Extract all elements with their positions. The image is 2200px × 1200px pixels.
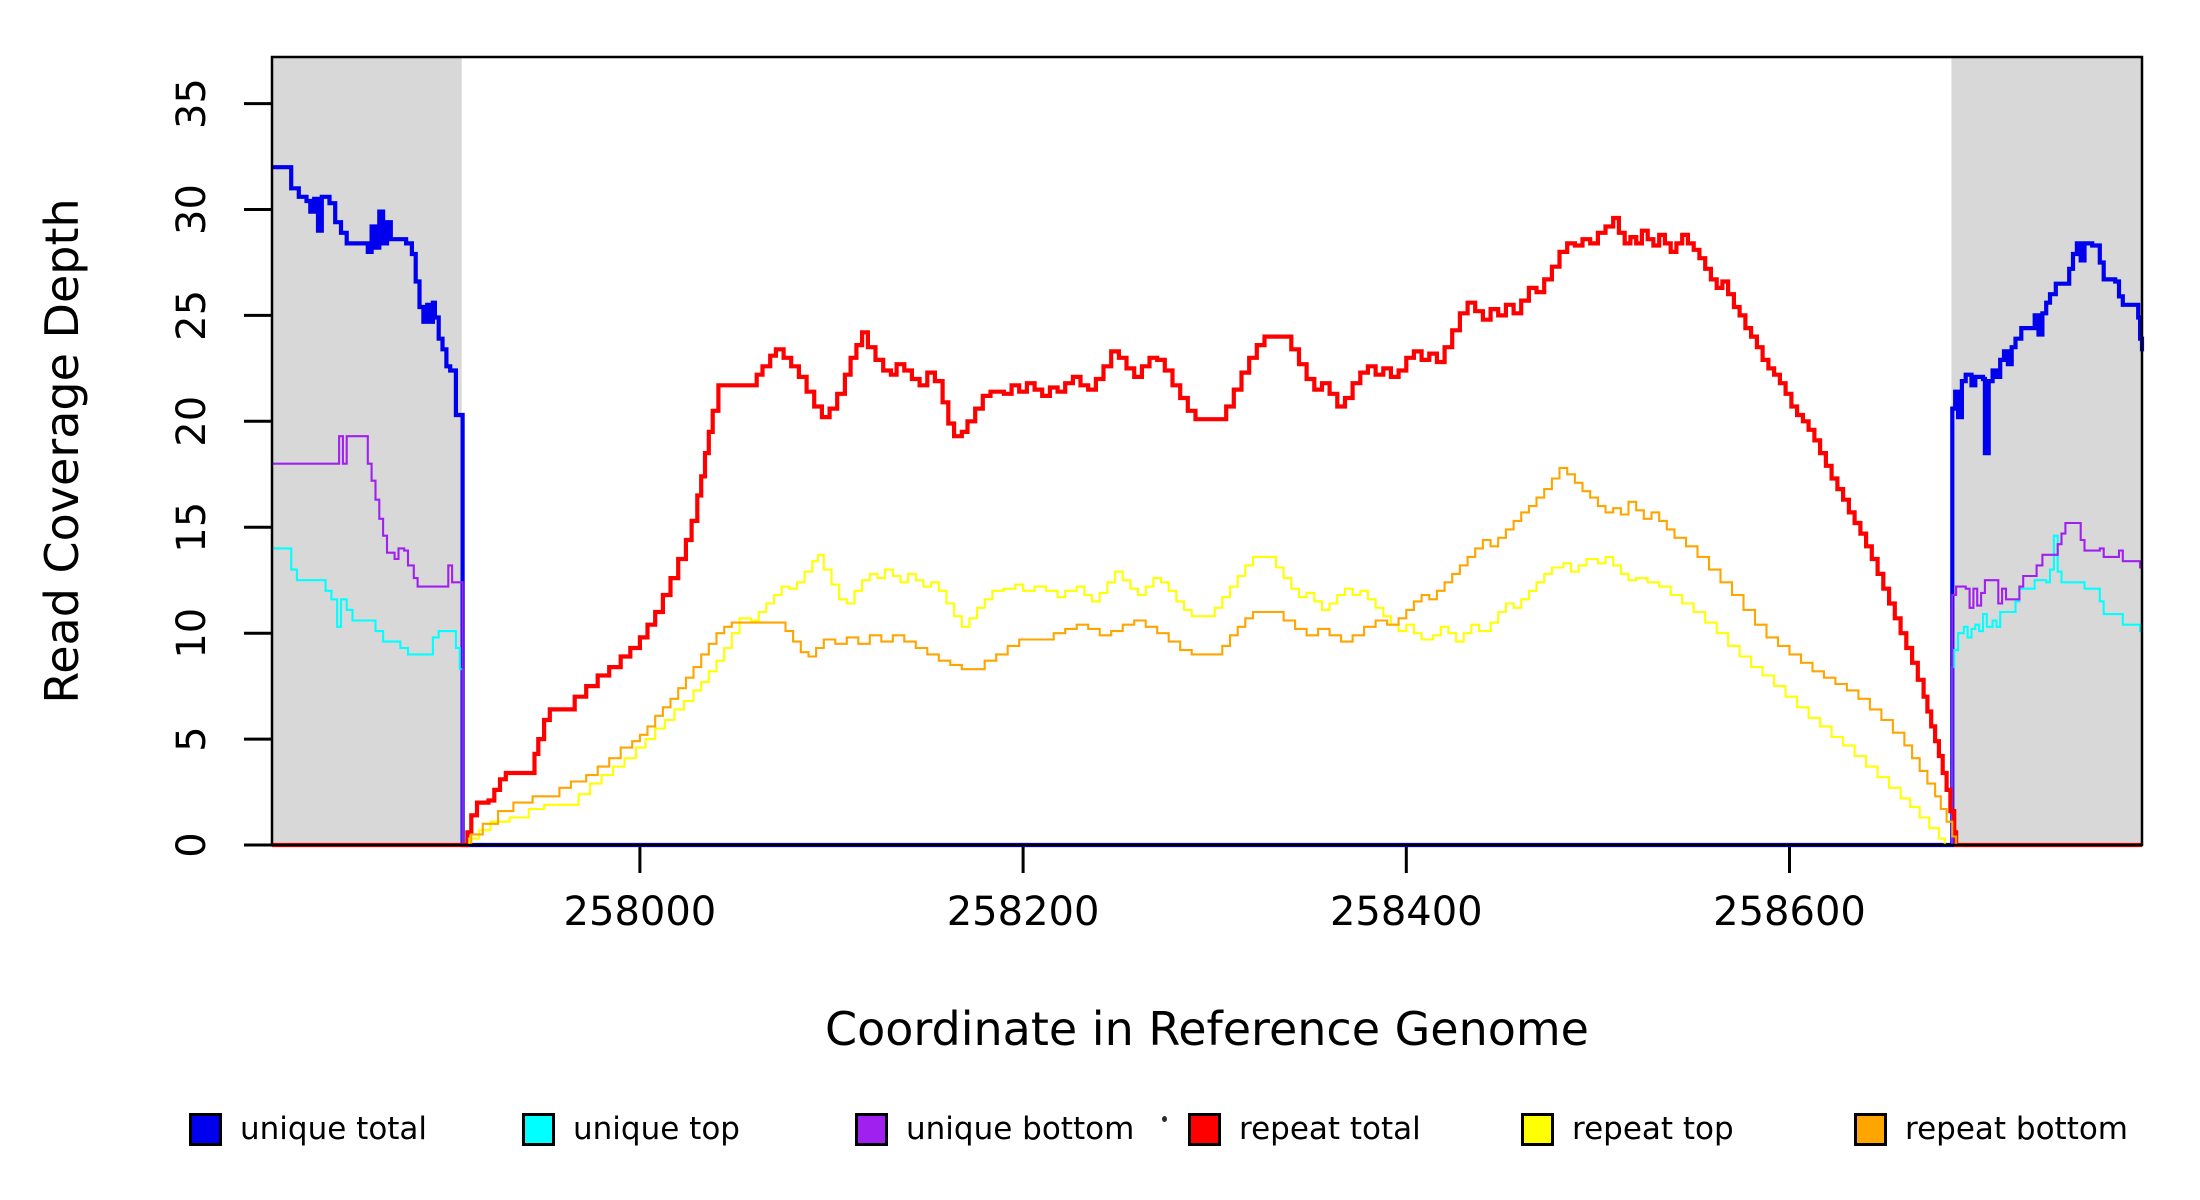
series-line-repeat-total — [272, 215, 2142, 848]
series-line-repeat-bottom — [272, 466, 2142, 847]
x-axis-title: Coordinate in Reference Genome — [825, 1002, 1589, 1056]
x-tick-label: 258400 — [1330, 889, 1483, 935]
y-tick-label: 0 — [169, 832, 215, 857]
y-axis-title: Read Coverage Depth — [35, 198, 89, 704]
x-tick-label: 258000 — [564, 889, 717, 935]
stray-dot — [1162, 1116, 1167, 1122]
flank-right-shade — [1951, 57, 2142, 845]
y-tick-label: 10 — [169, 608, 215, 659]
plot-border — [270, 55, 2144, 847]
y-tick-label: 25 — [169, 290, 215, 341]
y-tick-label: 35 — [169, 78, 215, 129]
y-tick-label: 15 — [169, 502, 215, 553]
y-tick-label: 30 — [169, 184, 215, 235]
series-line-unique-bottom — [272, 435, 2142, 847]
series-line-unique-top — [272, 534, 2142, 847]
series-line-repeat-top — [272, 553, 2142, 847]
series-line-unique-total — [272, 165, 2145, 848]
x-tick-label: 258200 — [947, 889, 1100, 935]
y-tick-label: 20 — [169, 396, 215, 447]
y-tick-label: 5 — [169, 726, 215, 751]
x-tick-label: 258600 — [1713, 889, 1866, 935]
